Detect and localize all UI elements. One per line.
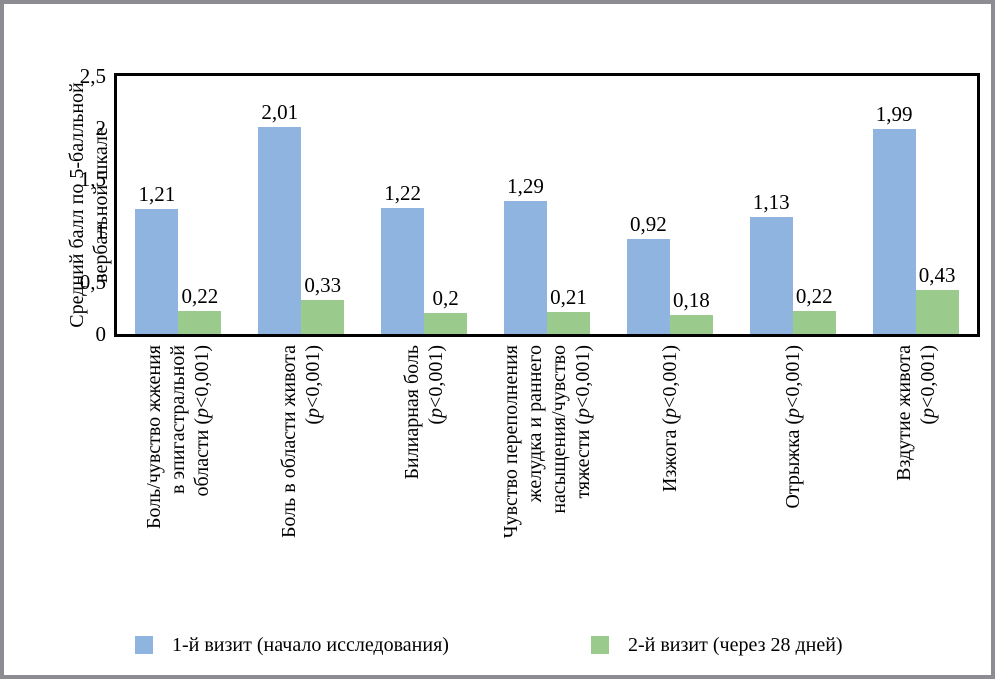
bar-series2-3 (424, 313, 468, 334)
x-category-label: Вздутие живота (p<0,001) (892, 345, 939, 481)
y-tick-label: 1,5 (79, 167, 106, 192)
legend-swatch-visit2 (591, 636, 609, 654)
x-category-label: Чувство переполнения желудка и раннего н… (500, 345, 594, 539)
legend-item-visit1: 1-й визит (начало исследования) (135, 634, 449, 656)
value-label-series2-3: 0,2 (432, 286, 459, 311)
legend-label-visit1: 1-й визит (начало исследования) (172, 634, 449, 656)
value-label-series1-5: 0,92 (629, 212, 667, 237)
bar-series1-3 (381, 208, 425, 334)
bar-series2-7 (915, 289, 959, 334)
x-category-label: Отрыжка (p<0,001) (781, 345, 804, 509)
value-label-series2-6: 0,22 (795, 284, 833, 309)
bar-series1-4 (504, 200, 547, 334)
bar-series1-5 (626, 239, 670, 334)
value-label-series2-7: 0,43 (918, 262, 956, 287)
legend-item-visit2: 2-й визит (через 28 дней) (591, 634, 843, 656)
legend-label-visit2: 2-й визит (через 28 дней) (628, 634, 843, 656)
value-label-series2-4: 0,21 (550, 285, 587, 310)
y-tick-label: 2,5 (79, 64, 106, 88)
value-label-series1-3: 1,22 (384, 181, 422, 206)
value-label-series1-4: 1,29 (507, 173, 544, 198)
bar-series2-1 (178, 311, 222, 334)
value-label-series2-5: 0,18 (672, 288, 710, 313)
value-label-series1-2: 2,01 (261, 99, 299, 124)
y-tick-label: 1 (95, 218, 107, 243)
bar-series2-5 (669, 315, 713, 334)
y-tick-label: 2 (95, 115, 107, 140)
bar-series1-7 (872, 128, 916, 334)
bar-series2-6 (792, 311, 836, 334)
x-category-label: Билиарная боль (p<0,001) (401, 345, 448, 480)
legend-swatch-visit1 (135, 636, 153, 654)
y-tick-label: 0,5 (79, 270, 106, 295)
value-label-series2-1: 0,22 (181, 284, 219, 309)
y-axis-title: Средний балл по 5-балльной вербальной шк… (66, 82, 112, 328)
plot-area (114, 73, 980, 337)
bar-series2-4 (547, 312, 590, 334)
bar-series1-1 (135, 209, 179, 334)
value-label-series1-7: 1,99 (875, 101, 913, 126)
bar-series1-6 (749, 217, 793, 334)
x-category-label: Изжога (p<0,001) (658, 345, 681, 492)
value-label-series1-1: 1,21 (138, 182, 176, 207)
y-tick-label: 0 (95, 322, 107, 346)
x-category-label: Боль/чувство жжения в эпигастральной обл… (143, 345, 214, 530)
x-category-label: Боль в области живота (p<0,001) (278, 345, 325, 539)
value-label-series2-2: 0,33 (304, 272, 342, 297)
bar-series2-2 (301, 299, 345, 334)
value-label-series1-6: 1,13 (752, 190, 790, 215)
bar-series1-2 (258, 126, 302, 334)
